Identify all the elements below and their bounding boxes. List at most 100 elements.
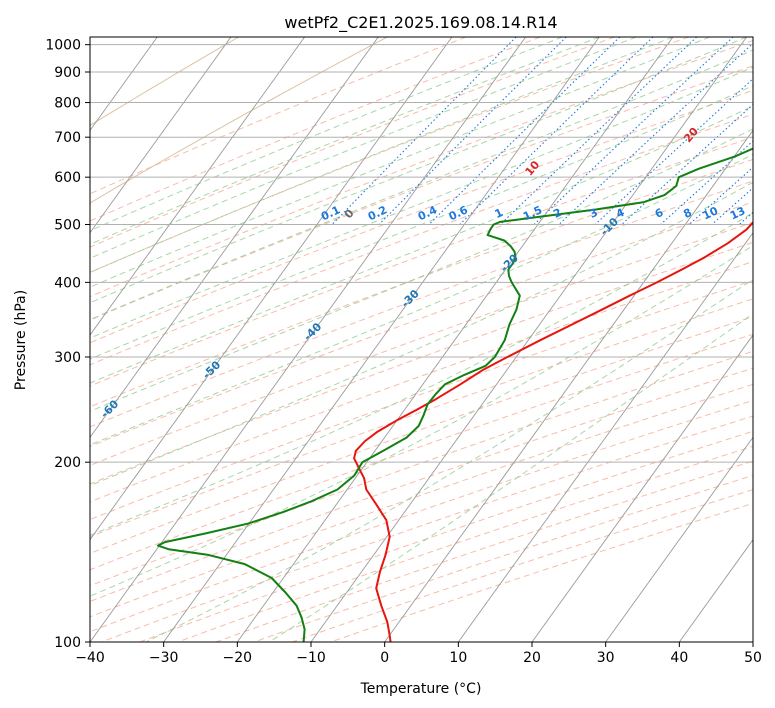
dry-adiabat [90,37,541,222]
x-tick-label: 0 [380,650,389,666]
moist-adiabat [90,153,753,446]
mixing-ratio-line [738,211,753,225]
isotherm [90,37,305,336]
isotherm-label: -20 [498,251,521,274]
isotherm [163,37,600,642]
y-tick-label: 300 [54,350,81,366]
mixing-ratio-line [558,42,753,225]
x-tick-label: 30 [597,650,615,666]
dry-adiabat [90,136,753,387]
moist-adiabat [90,37,710,288]
moist-adiabat [269,313,753,642]
x-axis-label: Temperature (°C) [360,681,482,697]
moist-adiabat [90,66,753,339]
dry-adiabat [90,37,615,248]
dry-adiabat [90,201,753,447]
plot-frame [89,36,754,643]
x-tick-label: 20 [523,650,541,666]
x-tick-label: −30 [149,650,179,666]
isotherm [310,37,747,642]
x-tick-label: 40 [670,650,688,666]
dry-adiabat [90,65,753,321]
isotherm [752,641,753,642]
dry-adiabat [90,221,753,466]
moist-adiabat [90,85,753,360]
dry-adiabat [90,350,753,587]
isotherm [384,129,753,642]
dry-adiabat-label: 10 [523,158,543,178]
moist-adiabat [90,212,753,536]
chart-title: wetPf2_C2E1.2025.169.08.14.R14 [284,13,557,33]
y-tick-label: 100 [54,635,81,651]
dry-adiabat [90,399,753,633]
moist-adiabat [90,105,753,384]
dry-adiabat [90,261,753,503]
x-tick-label: 50 [744,650,762,666]
y-axis: 1000 900 800 700 600 500 400 300 200 100 [45,38,90,651]
y-tick-label: 200 [54,455,81,471]
reference-curve [90,37,239,127]
moist-adiabat [90,37,674,273]
isotherm-label: -30 [399,287,422,310]
background-lines [0,37,775,642]
isotherm [531,334,753,642]
mixing-ratio-label: 1 [493,206,505,221]
y-tick-label: 900 [54,65,81,81]
y-axis-label: Pressure (hPa) [13,290,29,390]
isotherm [90,37,379,439]
dry-adiabat-label: 20 [681,125,701,145]
x-tick-label: 10 [449,650,467,666]
dry-adiabat-label: 0 [342,207,357,221]
dry-adiabat [90,113,753,366]
series-lines [156,147,753,642]
mixing-ratio-line [621,103,753,225]
dry-adiabat [177,445,753,642]
y-tick-label: 1000 [45,38,81,54]
isotherm-label: -60 [98,397,121,420]
pressure-grid [90,44,753,642]
dry-adiabat [330,502,753,642]
dewpoint-line [156,147,753,642]
mixing-ratio-line [459,37,654,225]
dry-adiabat [90,241,753,485]
mixing-ratio-line [688,166,753,225]
dry-adiabat [90,37,689,273]
isotherm [0,37,10,642]
mixing-ratio-line [428,37,621,225]
mixing-ratio-line [711,187,753,225]
mixing-ratio-label: 0.1 [319,203,342,223]
x-tick-label: −20 [223,650,253,666]
mixing-ratio-label: 0.2 [366,203,389,223]
dry-adiabat [90,158,753,408]
mixing-ratio-line [761,37,775,225]
dry-adiabat [90,279,753,521]
isotherm [236,37,674,642]
moist-adiabat [90,128,753,412]
moist-adiabat [90,37,600,245]
x-tick-label: −10 [296,650,326,666]
moist-adiabat [90,244,753,597]
moist-adiabat [90,37,747,304]
moist-adiabat [145,278,753,642]
isotherm [90,37,526,642]
isotherm-label: -50 [200,358,223,381]
x-tick-label: −40 [75,650,105,666]
mixing-ratio-line [378,37,567,225]
isotherm [678,538,753,642]
moist-adiabat [90,37,563,232]
mixing-ratio-line [533,37,734,225]
x-axis: −40 −30 −20 −10 0 10 20 30 40 50 [75,642,762,666]
temperature-line [353,221,753,642]
mixing-ratio-label: 10 [701,204,721,222]
dry-adiabat [90,180,753,428]
mixing-ratio-label: 0.4 [416,203,439,223]
isotherm [605,436,753,642]
moist-adiabat [90,181,753,487]
moist-adiabat [90,49,753,321]
dry-adiabat [90,89,753,344]
dry-adiabat [90,367,753,603]
mixing-ratio-line [500,37,698,225]
dry-adiabat [139,430,753,642]
